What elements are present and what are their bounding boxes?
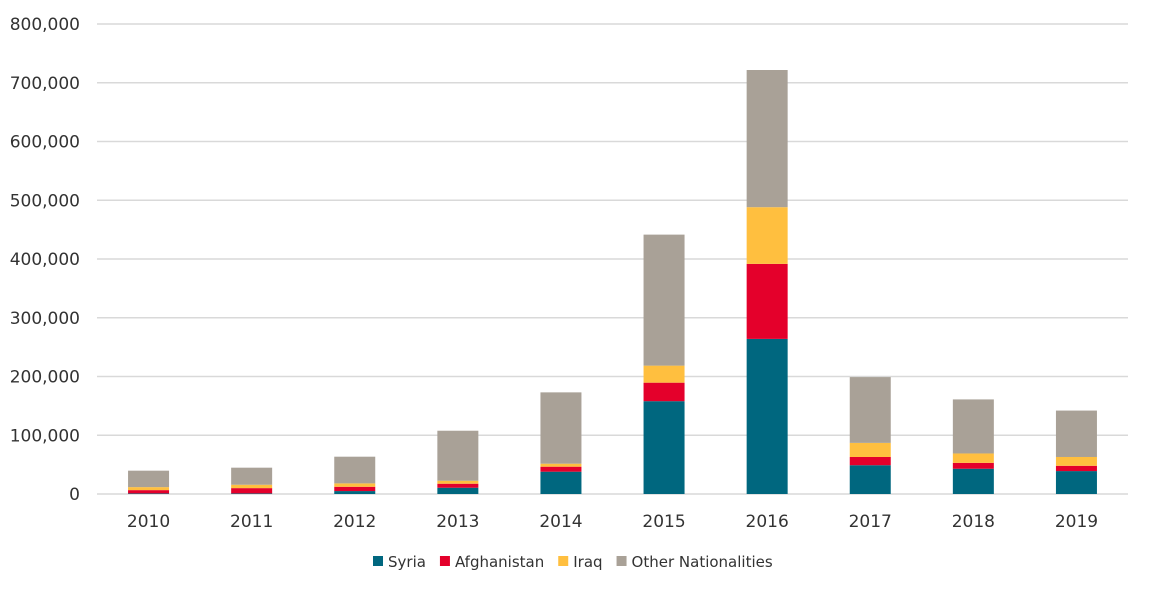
bar-other-nationalities-2018 <box>952 399 994 454</box>
legend-swatch <box>373 556 383 566</box>
bar-iraq-2016 <box>746 207 788 264</box>
bar-other-nationalities-2015 <box>643 234 685 366</box>
bar-syria-2013 <box>437 487 479 494</box>
bars <box>128 70 1097 494</box>
bar-afghanistan-2016 <box>746 263 788 339</box>
bar-other-nationalities-2010 <box>128 470 170 488</box>
bar-other-nationalities-2019 <box>1055 410 1097 457</box>
bar-syria-2012 <box>334 491 376 494</box>
bar-afghanistan-2014 <box>540 466 582 472</box>
x-axis-ticks: 2010 2011 2012 2013 2014 2015 2016 2017 2018 2019 <box>127 512 1098 532</box>
bar-syria-2014 <box>540 471 582 494</box>
bar-other-nationalities-2017 <box>849 377 891 443</box>
legend-label: Other Nationalities <box>632 553 773 571</box>
legend-label: Afghanistan <box>455 553 544 571</box>
legend-label: Syria <box>388 553 426 571</box>
bar-afghanistan-2011 <box>231 488 273 494</box>
bar-afghanistan-2010 <box>128 490 170 494</box>
bar-afghanistan-2012 <box>334 486 376 492</box>
x-tick-label: 2012 <box>333 512 376 532</box>
y-tick-label: 600,000 <box>10 133 80 153</box>
legend-swatch <box>558 556 569 566</box>
x-tick-label: 2018 <box>952 512 995 532</box>
legend: Syria Afghanistan Iraq Other Nationalities <box>373 553 773 571</box>
x-tick-label: 2014 <box>539 512 582 532</box>
y-tick-label: 700,000 <box>10 74 80 94</box>
bar-syria-2019 <box>1055 471 1097 494</box>
bar-syria-2016 <box>746 338 788 494</box>
y-tick-label: 100,000 <box>10 426 80 446</box>
bar-iraq-2013 <box>437 480 479 484</box>
bar-iraq-2014 <box>540 463 582 467</box>
bar-iraq-2015 <box>643 365 685 383</box>
legend-label: Iraq <box>573 553 602 571</box>
y-tick-label: 800,000 <box>10 15 80 35</box>
y-axis-ticks: 0 100,000 200,000 300,000 400,000 500,000 600,… <box>10 15 80 505</box>
y-tick-label: 200,000 <box>10 368 80 388</box>
bar-afghanistan-2019 <box>1055 465 1097 472</box>
bar-afghanistan-2018 <box>952 462 994 469</box>
bar-iraq-2010 <box>128 487 170 491</box>
x-tick-label: 2011 <box>230 512 273 532</box>
bar-other-nationalities-2016 <box>746 70 788 208</box>
x-tick-label: 2019 <box>1055 512 1098 532</box>
bar-iraq-2018 <box>952 453 994 463</box>
bar-other-nationalities-2014 <box>540 392 582 464</box>
bar-syria-2017 <box>849 465 891 494</box>
bar-syria-2011 <box>231 493 273 494</box>
x-tick-label: 2017 <box>849 512 892 532</box>
bar-afghanistan-2013 <box>437 483 479 488</box>
bar-syria-2015 <box>643 401 685 494</box>
bar-iraq-2017 <box>849 442 891 457</box>
bar-other-nationalities-2012 <box>334 456 376 484</box>
bar-iraq-2012 <box>334 483 376 487</box>
gridlines <box>97 23 1128 495</box>
bar-syria-2018 <box>952 468 994 494</box>
legend-swatch <box>616 556 627 566</box>
y-tick-label: 300,000 <box>10 309 80 329</box>
y-tick-label: 500,000 <box>10 191 80 211</box>
bar-iraq-2011 <box>231 484 273 489</box>
bar-afghanistan-2017 <box>849 456 891 466</box>
bar-syria-2010 <box>128 493 170 494</box>
y-tick-label: 400,000 <box>10 250 80 270</box>
legend-swatch <box>439 556 450 566</box>
bar-other-nationalities-2013 <box>437 430 479 481</box>
x-tick-label: 2016 <box>746 512 789 532</box>
bar-other-nationalities-2011 <box>231 467 273 485</box>
y-tick-label: 0 <box>69 485 80 505</box>
x-tick-label: 2013 <box>436 512 479 532</box>
x-tick-label: 2015 <box>642 512 685 532</box>
bar-iraq-2019 <box>1055 456 1097 466</box>
bar-afghanistan-2015 <box>643 382 685 402</box>
x-tick-label: 2010 <box>127 512 170 532</box>
